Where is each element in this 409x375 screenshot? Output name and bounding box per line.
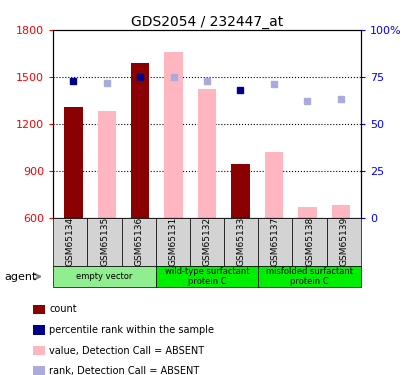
Text: GSM65138: GSM65138 <box>304 217 313 267</box>
Text: GSM65137: GSM65137 <box>270 217 279 267</box>
Bar <box>64 106 82 218</box>
Text: wild-type surfactant
protein C: wild-type surfactant protein C <box>164 267 249 286</box>
Bar <box>97 111 116 218</box>
Bar <box>264 152 282 217</box>
Bar <box>297 207 316 218</box>
Text: GSM65134: GSM65134 <box>66 217 75 266</box>
Text: percentile rank within the sample: percentile rank within the sample <box>49 325 213 335</box>
Text: GSM65131: GSM65131 <box>168 217 177 267</box>
Text: GSM65133: GSM65133 <box>236 217 245 267</box>
Bar <box>231 164 249 218</box>
Text: GSM65132: GSM65132 <box>202 217 211 266</box>
Bar <box>331 205 349 218</box>
Bar <box>131 63 149 217</box>
Text: rank, Detection Call = ABSENT: rank, Detection Call = ABSENT <box>49 366 199 375</box>
Title: GDS2054 / 232447_at: GDS2054 / 232447_at <box>130 15 283 29</box>
Bar <box>198 89 216 218</box>
Bar <box>164 52 182 217</box>
Text: value, Detection Call = ABSENT: value, Detection Call = ABSENT <box>49 346 204 355</box>
Text: misfolded surfactant
protein C: misfolded surfactant protein C <box>265 267 352 286</box>
Text: empty vector: empty vector <box>76 272 133 281</box>
Text: GSM65136: GSM65136 <box>134 217 143 267</box>
Text: GSM65135: GSM65135 <box>100 217 109 267</box>
Text: agent: agent <box>4 272 36 282</box>
Text: GSM65139: GSM65139 <box>338 217 347 267</box>
Text: count: count <box>49 304 76 314</box>
